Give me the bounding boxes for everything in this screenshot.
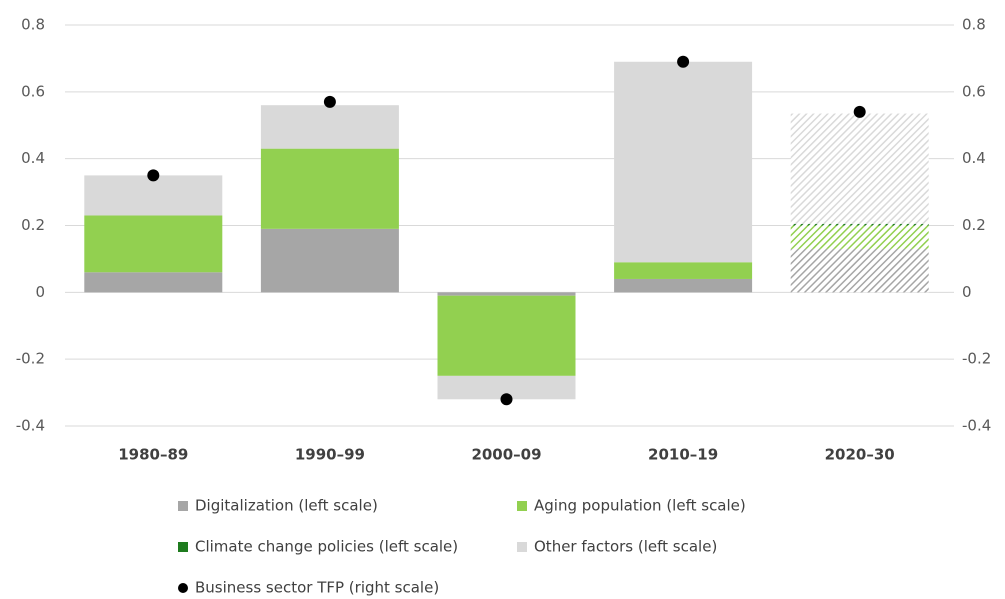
y-tick-label: -0.2 — [16, 350, 45, 368]
y2-tick-label: 0.4 — [962, 149, 986, 167]
legend-swatch — [517, 542, 527, 552]
y2-tick-label: 0 — [962, 283, 972, 301]
legend-marker — [178, 583, 188, 593]
legend-label: Aging population (left scale) — [534, 497, 746, 515]
bar — [260, 148, 399, 229]
y2-tick-label: -0.4 — [962, 417, 991, 435]
y-tick-label: 0.8 — [21, 16, 45, 34]
bar — [437, 375, 576, 400]
tfp-marker — [500, 393, 513, 406]
tfp-marker — [677, 55, 690, 68]
tfp-marker — [147, 169, 160, 182]
legend-label: Business sector TFP (right scale) — [195, 579, 439, 597]
y2-tick-label: 0.8 — [962, 16, 986, 34]
legend-label: Other factors (left scale) — [534, 538, 717, 556]
y2-tick-label: 0.6 — [962, 82, 986, 100]
bar — [84, 215, 223, 273]
tfp-marker — [853, 105, 866, 118]
y-tick-label: 0.6 — [21, 82, 45, 100]
bar — [790, 225, 929, 249]
legend-label: Digitalization (left scale) — [195, 497, 378, 515]
bar — [260, 228, 399, 293]
x-tick-label: 2010–19 — [648, 446, 718, 464]
bar — [790, 248, 929, 293]
bar — [437, 295, 576, 376]
y-tick-label: 0 — [35, 283, 45, 301]
bar — [84, 175, 223, 216]
legend-swatch — [517, 501, 527, 511]
x-tick-label: 1990–99 — [295, 446, 365, 464]
tfp-marker — [323, 95, 336, 108]
legend-swatch — [178, 542, 188, 552]
bar — [614, 278, 753, 293]
x-tick-label: 1980–89 — [118, 446, 188, 464]
legend-label: Climate change policies (left scale) — [195, 538, 458, 556]
bar — [790, 113, 929, 224]
y2-tick-label: -0.2 — [962, 350, 991, 368]
bar — [260, 105, 399, 149]
bar — [84, 272, 223, 293]
bar — [614, 262, 753, 279]
bar — [614, 61, 753, 263]
legend-swatch — [178, 501, 188, 511]
x-tick-label: 2000–09 — [471, 446, 541, 464]
y-tick-label: 0.4 — [21, 149, 45, 167]
bar — [437, 292, 576, 296]
bar — [790, 223, 929, 226]
y-tick-label: 0.2 — [21, 216, 45, 234]
y-tick-label: -0.4 — [16, 417, 45, 435]
y2-tick-label: 0.2 — [962, 216, 986, 234]
x-tick-label: 2020–30 — [825, 446, 895, 464]
